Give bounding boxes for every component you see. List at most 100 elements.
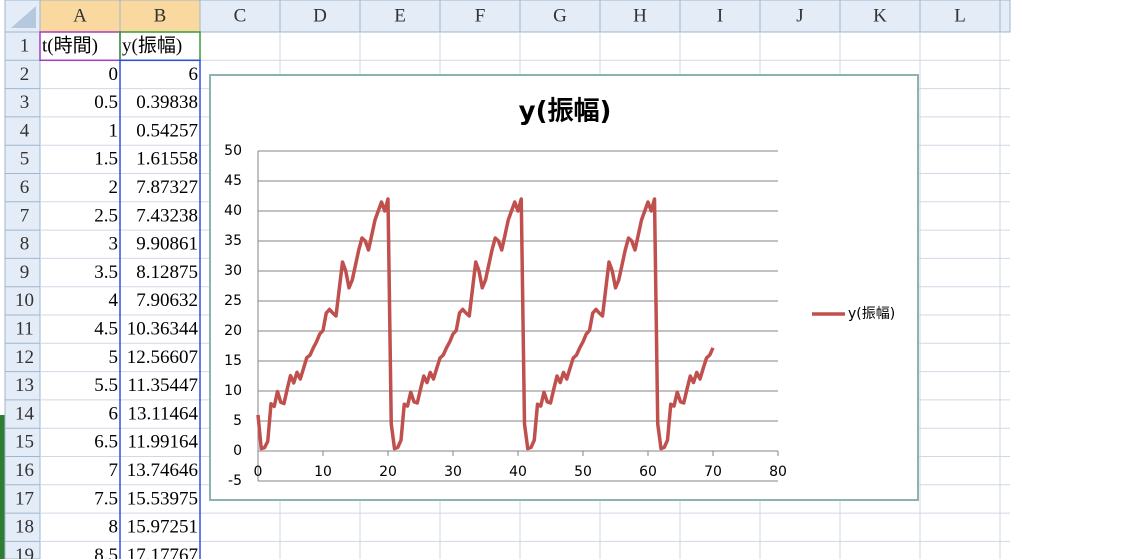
cell-text[interactable]: 0 — [109, 64, 119, 85]
row-header[interactable]: 10 — [15, 290, 34, 311]
x-tick-label: 0 — [254, 464, 263, 480]
x-tick-label: 30 — [444, 464, 462, 480]
cell-text[interactable]: 0.54257 — [136, 120, 198, 141]
column-header[interactable]: E — [394, 5, 406, 26]
column-header[interactable]: J — [796, 5, 803, 26]
cell-text[interactable]: 4 — [109, 290, 119, 311]
cell-text[interactable]: 10.36344 — [127, 319, 199, 340]
cell-text[interactable]: 6 — [189, 64, 199, 85]
column-header-selected — [39, 0, 121, 33]
cell-text[interactable]: 3 — [109, 234, 119, 255]
cell-text[interactable]: 12.56607 — [127, 347, 198, 368]
column-header[interactable]: D — [313, 5, 327, 26]
cell-text[interactable]: 13.11464 — [127, 403, 198, 424]
chart-title: y(振幅) — [519, 97, 612, 127]
cell-text[interactable]: 1 — [109, 120, 119, 141]
x-tick-label: 60 — [639, 464, 657, 480]
data-line — [256, 197, 715, 451]
column-header[interactable]: I — [717, 5, 723, 26]
y-tick-label: -5 — [228, 473, 242, 489]
cell-text[interactable]: 2.5 — [94, 205, 118, 226]
cell-text[interactable]: 9.90861 — [136, 234, 198, 255]
row-header[interactable]: 8 — [20, 234, 30, 255]
y-tick-label: 45 — [224, 173, 242, 189]
column-header[interactable]: K — [873, 5, 887, 26]
row-header[interactable]: 2 — [20, 64, 30, 85]
x-tick-label: 70 — [704, 464, 722, 480]
row-header[interactable]: 19 — [15, 545, 34, 559]
cell-text[interactable]: t(時間) — [42, 35, 98, 57]
cell-text[interactable]: 4.5 — [94, 319, 118, 340]
cell-text[interactable]: 7.87327 — [136, 177, 198, 198]
y-tick-label: 0 — [233, 443, 242, 459]
x-tick-label: 20 — [379, 464, 397, 480]
cell-text[interactable]: 17.17767 — [127, 545, 198, 559]
column-header[interactable]: G — [553, 5, 567, 26]
x-tick-label: 80 — [769, 464, 787, 480]
row-header[interactable]: 3 — [20, 92, 30, 113]
row-header-bar — [4, 31, 41, 559]
cell-text[interactable]: 1.61558 — [136, 149, 198, 170]
row-header[interactable]: 11 — [15, 319, 33, 340]
cell-text[interactable]: 7 — [109, 460, 119, 481]
cell-text[interactable]: 11.35447 — [127, 375, 198, 396]
chart-frame[interactable] — [209, 74, 919, 501]
x-tick-label: 50 — [574, 464, 592, 480]
row-header[interactable]: 14 — [15, 403, 35, 424]
y-tick-label: 25 — [224, 293, 242, 309]
cell-text[interactable]: 15.53975 — [127, 488, 198, 509]
column-header[interactable]: C — [234, 5, 247, 26]
y-tick-label: 10 — [224, 383, 242, 399]
column-header[interactable]: A — [73, 5, 87, 26]
range-highlight-y — [119, 59, 201, 559]
row-header[interactable]: 13 — [15, 375, 34, 396]
y-tick-label: 40 — [224, 203, 242, 219]
row-header[interactable]: 17 — [15, 488, 34, 509]
column-header[interactable]: H — [633, 5, 647, 26]
cell-text[interactable]: 8 — [109, 517, 119, 538]
cell-text[interactable]: 7.5 — [94, 488, 118, 509]
cell-text[interactable]: 0.5 — [94, 92, 118, 113]
cell-text[interactable]: y(振幅) — [122, 35, 182, 57]
y-tick-label: 30 — [224, 263, 242, 279]
cell-text[interactable]: 5.5 — [94, 375, 118, 396]
row-header[interactable]: 15 — [15, 432, 34, 453]
column-header[interactable]: B — [154, 5, 167, 26]
row-header[interactable]: 4 — [20, 120, 30, 141]
cell-text[interactable]: 0.39838 — [136, 92, 198, 113]
cell-text[interactable]: 7.90632 — [136, 290, 198, 311]
row-header[interactable]: 6 — [20, 177, 30, 198]
cell-text[interactable]: 6.5 — [94, 432, 118, 453]
x-tick-label: 40 — [509, 464, 527, 480]
row-header[interactable]: 16 — [15, 460, 34, 481]
column-header[interactable]: F — [475, 5, 486, 26]
cell-text[interactable]: 6 — [109, 403, 119, 424]
y-tick-label: 5 — [233, 413, 242, 429]
cell-text[interactable]: 8.12875 — [136, 262, 198, 283]
cell-text[interactable]: 11.99164 — [127, 432, 198, 453]
row-header[interactable]: 12 — [15, 347, 34, 368]
cell-text[interactable]: 7.43238 — [136, 205, 198, 226]
side-window-edge — [0, 415, 5, 559]
x-tick-label: 10 — [314, 464, 332, 480]
row-header[interactable]: 9 — [20, 262, 30, 283]
cell-text[interactable]: 1.5 — [94, 149, 118, 170]
row-header[interactable]: 7 — [20, 205, 30, 226]
cell-text[interactable]: 5 — [109, 347, 119, 368]
row-header[interactable]: 1 — [20, 36, 30, 57]
y-tick-label: 20 — [224, 323, 242, 339]
cell-text[interactable]: 13.74646 — [127, 460, 198, 481]
y-tick-label: 50 — [224, 143, 242, 159]
cell-text[interactable]: 15.97251 — [127, 517, 198, 538]
select-all-button[interactable] — [11, 6, 36, 28]
column-header[interactable]: L — [954, 5, 966, 26]
y-tick-label: 15 — [224, 353, 242, 369]
cell-text[interactable]: 2 — [109, 177, 119, 198]
row-header[interactable]: 18 — [15, 517, 34, 538]
cell-text[interactable]: 8.5 — [94, 545, 118, 559]
y-tick-label: 35 — [224, 233, 242, 249]
legend-label: y(振幅) — [848, 306, 895, 322]
cell-text[interactable]: 3.5 — [94, 262, 118, 283]
row-header[interactable]: 5 — [20, 149, 30, 170]
